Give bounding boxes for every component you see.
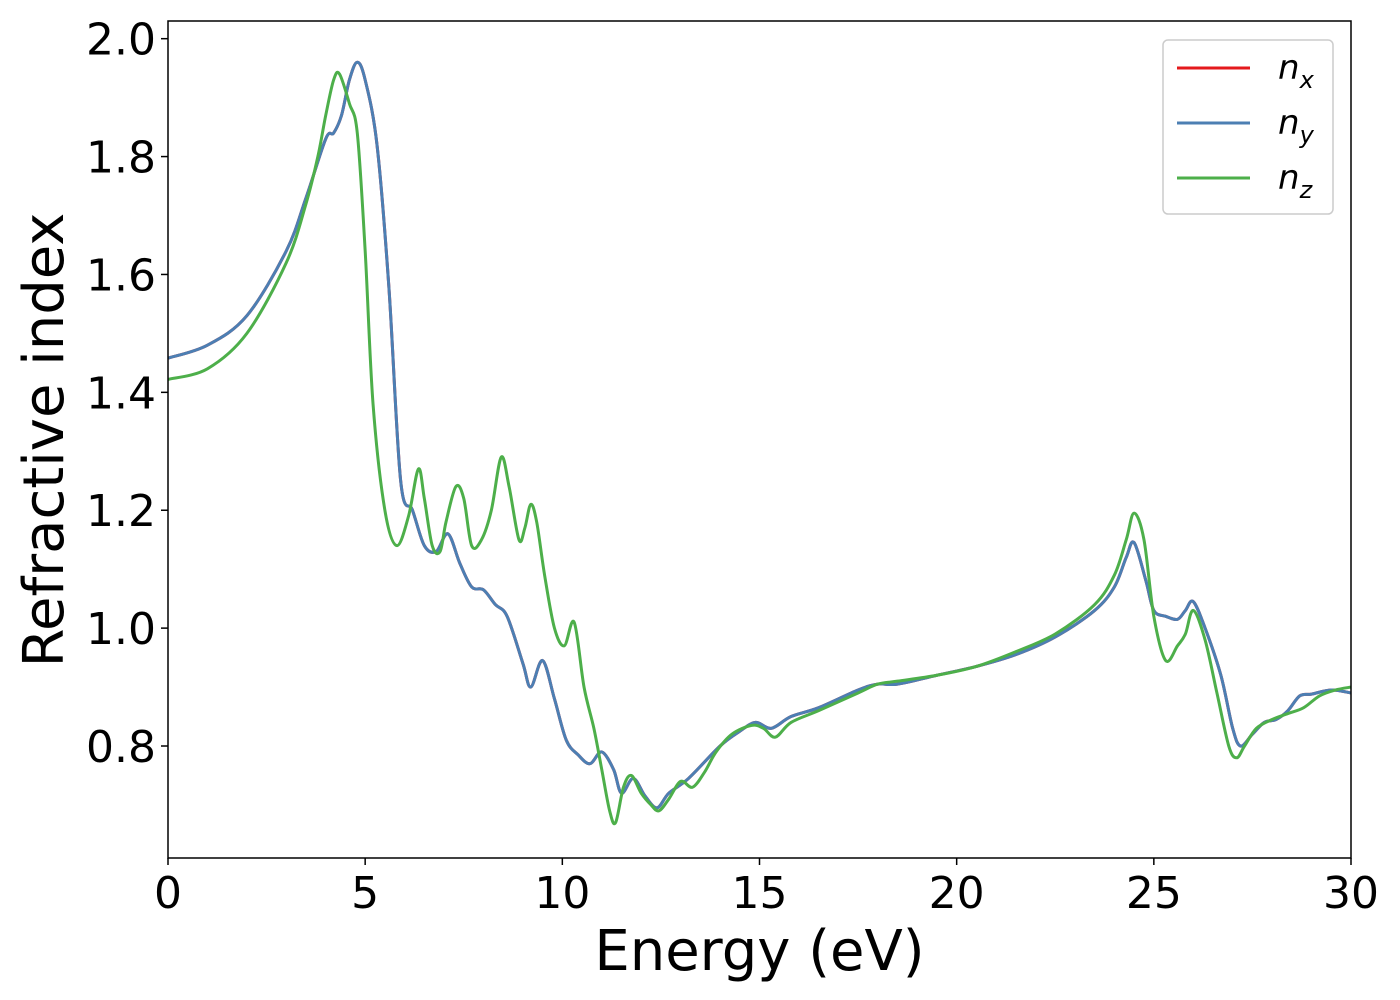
legend-label-z: nz: [1278, 158, 1314, 204]
y-tick-label: 1.4: [86, 368, 156, 419]
y-axis: 0.8 1.0 1.2 1.4 1.6 1.8 2.0: [86, 15, 168, 773]
y-tick-label: 1.8: [86, 133, 156, 184]
series-line-y: [168, 60, 1351, 810]
x-tick-label: 0: [154, 868, 182, 919]
x-tick-label: 25: [1126, 868, 1182, 919]
x-tick-label: 5: [351, 868, 379, 919]
x-axis-title: Energy (eV): [594, 919, 924, 984]
x-tick-label: 15: [732, 868, 788, 919]
y-tick-label: 2.0: [86, 15, 156, 66]
y-tick-label: 1.6: [86, 250, 156, 301]
legend-label-x: nx: [1278, 48, 1315, 94]
y-tick-label: 1.2: [86, 486, 156, 537]
y-axis-title: Refractive index: [12, 213, 77, 668]
y-tick-label: 0.8: [86, 722, 156, 773]
legend-label-y: ny: [1278, 103, 1315, 149]
x-tick-label: 10: [534, 868, 590, 919]
series-line-z: [168, 70, 1351, 826]
x-axis: 0 5 10 15 20 25 30: [154, 858, 1379, 919]
legend: nx ny nz: [1162, 39, 1334, 215]
y-tick-label: 1.0: [86, 604, 156, 655]
legend-box: [1162, 39, 1334, 215]
x-tick-label: 30: [1323, 868, 1379, 919]
x-tick-label: 20: [929, 868, 985, 919]
series-layer: [168, 60, 1351, 826]
